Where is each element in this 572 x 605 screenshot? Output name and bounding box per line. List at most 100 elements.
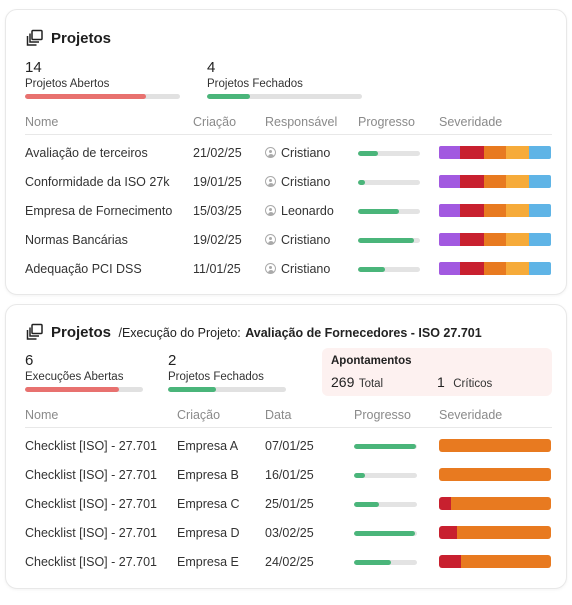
severity-segment [439,526,457,539]
appointments-critical-label: Críticos [453,378,493,390]
severity-segment [483,146,507,159]
severity-bar [439,439,551,452]
severity-segment [439,497,452,510]
project-name[interactable]: Empresa de Fornecimento [25,204,173,218]
progress-bar [358,267,420,272]
column-header-progress[interactable]: Progresso [354,408,411,422]
progress-bar [354,531,417,536]
severity-segment [483,175,507,188]
severity-segment [460,262,484,275]
user-icon [265,263,276,274]
project-name[interactable]: Normas Bancárias [25,233,128,247]
closed-projects-count: 4 [207,59,216,76]
company-name: Empresa D [177,526,240,540]
checklist-name[interactable]: Checklist [ISO] - 27.701 [25,526,158,540]
closed-projects-bar-fill [168,387,217,392]
open-executions-bar [25,387,143,392]
checklist-name[interactable]: Checklist [ISO] - 27.701 [25,439,158,453]
appointments-title: Apontamentos [331,355,412,367]
owner-name: Cristiano [281,262,331,276]
severity-bar [439,497,551,510]
created-date: 19/02/25 [193,233,242,247]
column-header-severity[interactable]: Severidade [439,115,503,129]
column-header-created[interactable]: Criação [193,115,237,129]
projects-stack-icon [26,323,44,341]
severity-segment [506,175,529,188]
closed-projects-count: 2 [168,352,177,369]
progress-bar-fill [354,444,416,449]
execution-date: 25/01/25 [265,497,314,511]
owner-name: Cristiano [281,146,331,160]
progress-bar-fill [358,238,414,243]
progress-bar-fill [358,151,378,156]
severity-bar [439,175,551,188]
severity-segment [528,146,551,159]
severity-bar [439,262,551,275]
severity-bar [439,204,551,217]
company-name: Empresa E [177,555,239,569]
severity-segment [439,175,461,188]
projects-card: Projetos 14 Projetos Abertos 4 Projetos … [5,9,567,295]
progress-bar-fill [358,267,385,272]
severity-segment [451,497,551,510]
severity-segment [456,526,551,539]
open-projects-bar [25,94,180,99]
severity-segment [483,204,507,217]
project-name[interactable]: Conformidade da ISO 27k [25,175,170,189]
appointments-critical: 1 Críticos [437,374,492,392]
project-name[interactable]: Avaliação de terceiros [25,146,148,160]
execution-date: 03/02/25 [265,526,314,540]
header-divider [25,427,552,428]
column-header-date[interactable]: Data [265,408,292,422]
projects-stack-icon [26,29,44,47]
open-projects-label: Projetos Abertos [25,78,110,90]
checklist-name[interactable]: Checklist [ISO] - 27.701 [25,497,158,511]
owner-name: Cristiano [281,175,331,189]
severity-segment [439,146,461,159]
column-header-name[interactable]: Nome [25,115,59,129]
progress-bar [358,238,420,243]
severity-segment [439,439,551,452]
column-header-progress[interactable]: Progresso [358,115,415,129]
created-date: 11/01/25 [193,262,241,276]
progress-bar [354,502,417,507]
owner-cell: Cristiano [265,262,330,276]
severity-bar [439,233,551,246]
progress-bar [358,209,420,214]
severity-segment [460,204,484,217]
owner-name: Leonardo [281,204,334,218]
column-header-name[interactable]: Nome [25,408,59,422]
severity-bar [439,468,551,481]
column-header-severity[interactable]: Severidade [439,408,503,422]
user-icon [265,147,276,158]
created-date: 19/01/25 [193,175,242,189]
closed-projects-label: Projetos Fechados [207,78,303,90]
column-header-created[interactable]: Criação [177,408,221,422]
progress-bar [354,473,417,478]
severity-segment [506,262,529,275]
severity-segment [506,204,529,217]
owner-name: Cristiano [281,233,331,247]
breadcrumb-prefix: /Execução do Projeto: [118,326,241,340]
closed-projects-bar [207,94,362,99]
project-name[interactable]: Adequação PCI DSS [25,262,142,276]
company-name: Empresa A [177,439,239,453]
created-date: 21/02/25 [193,146,242,160]
severity-segment [483,233,507,246]
severity-segment [528,262,551,275]
progress-bar-fill [354,560,391,565]
execution-date: 16/01/25 [265,468,314,482]
severity-segment [528,233,551,246]
user-icon [265,234,276,245]
checklist-name[interactable]: Checklist [ISO] - 27.701 [25,555,158,569]
company-name: Empresa C [177,497,240,511]
checklist-name[interactable]: Checklist [ISO] - 27.701 [25,468,158,482]
open-projects-bar-fill [25,94,146,99]
severity-segment [439,262,461,275]
severity-segment [506,146,529,159]
column-header-owner[interactable]: Responsável [265,115,338,129]
severity-segment [439,468,551,481]
card-title[interactable]: Projetos [51,324,112,341]
header-divider [25,134,552,135]
progress-bar-fill [354,531,416,536]
